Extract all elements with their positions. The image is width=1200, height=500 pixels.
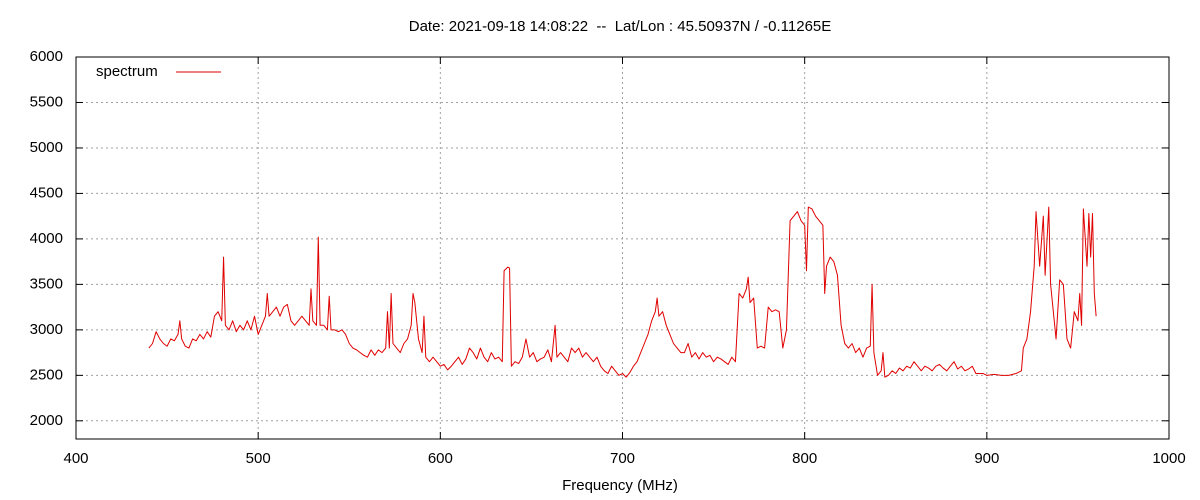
y-tick-label: 3000 bbox=[30, 321, 63, 338]
y-tick-label: 4500 bbox=[30, 184, 63, 201]
x-tick-label: 500 bbox=[246, 450, 271, 467]
legend-label: spectrum bbox=[96, 63, 158, 80]
y-tick-label: 6000 bbox=[30, 48, 63, 65]
x-tick-label: 600 bbox=[428, 450, 453, 467]
y-tick-label: 2000 bbox=[30, 412, 63, 429]
x-tick-label: 400 bbox=[63, 450, 88, 467]
x-tick-label: 900 bbox=[974, 450, 999, 467]
x-axis-label: Frequency (MHz) bbox=[562, 477, 678, 494]
y-tick-label: 3500 bbox=[30, 275, 63, 292]
chart-title: Date: 2021-09-18 14:08:22 -- Lat/Lon : 4… bbox=[409, 18, 832, 35]
series-line bbox=[148, 206, 1097, 378]
y-tick-label: 4000 bbox=[30, 230, 63, 247]
y-tick-label: 5000 bbox=[30, 139, 63, 156]
y-tick-label: 2500 bbox=[30, 366, 63, 383]
x-tick-label: 800 bbox=[792, 450, 817, 467]
x-tick-label: 1000 bbox=[1152, 450, 1185, 467]
plot-frame bbox=[75, 56, 1170, 440]
x-tick-label: 700 bbox=[610, 450, 635, 467]
y-tick-label: 5500 bbox=[30, 93, 63, 110]
